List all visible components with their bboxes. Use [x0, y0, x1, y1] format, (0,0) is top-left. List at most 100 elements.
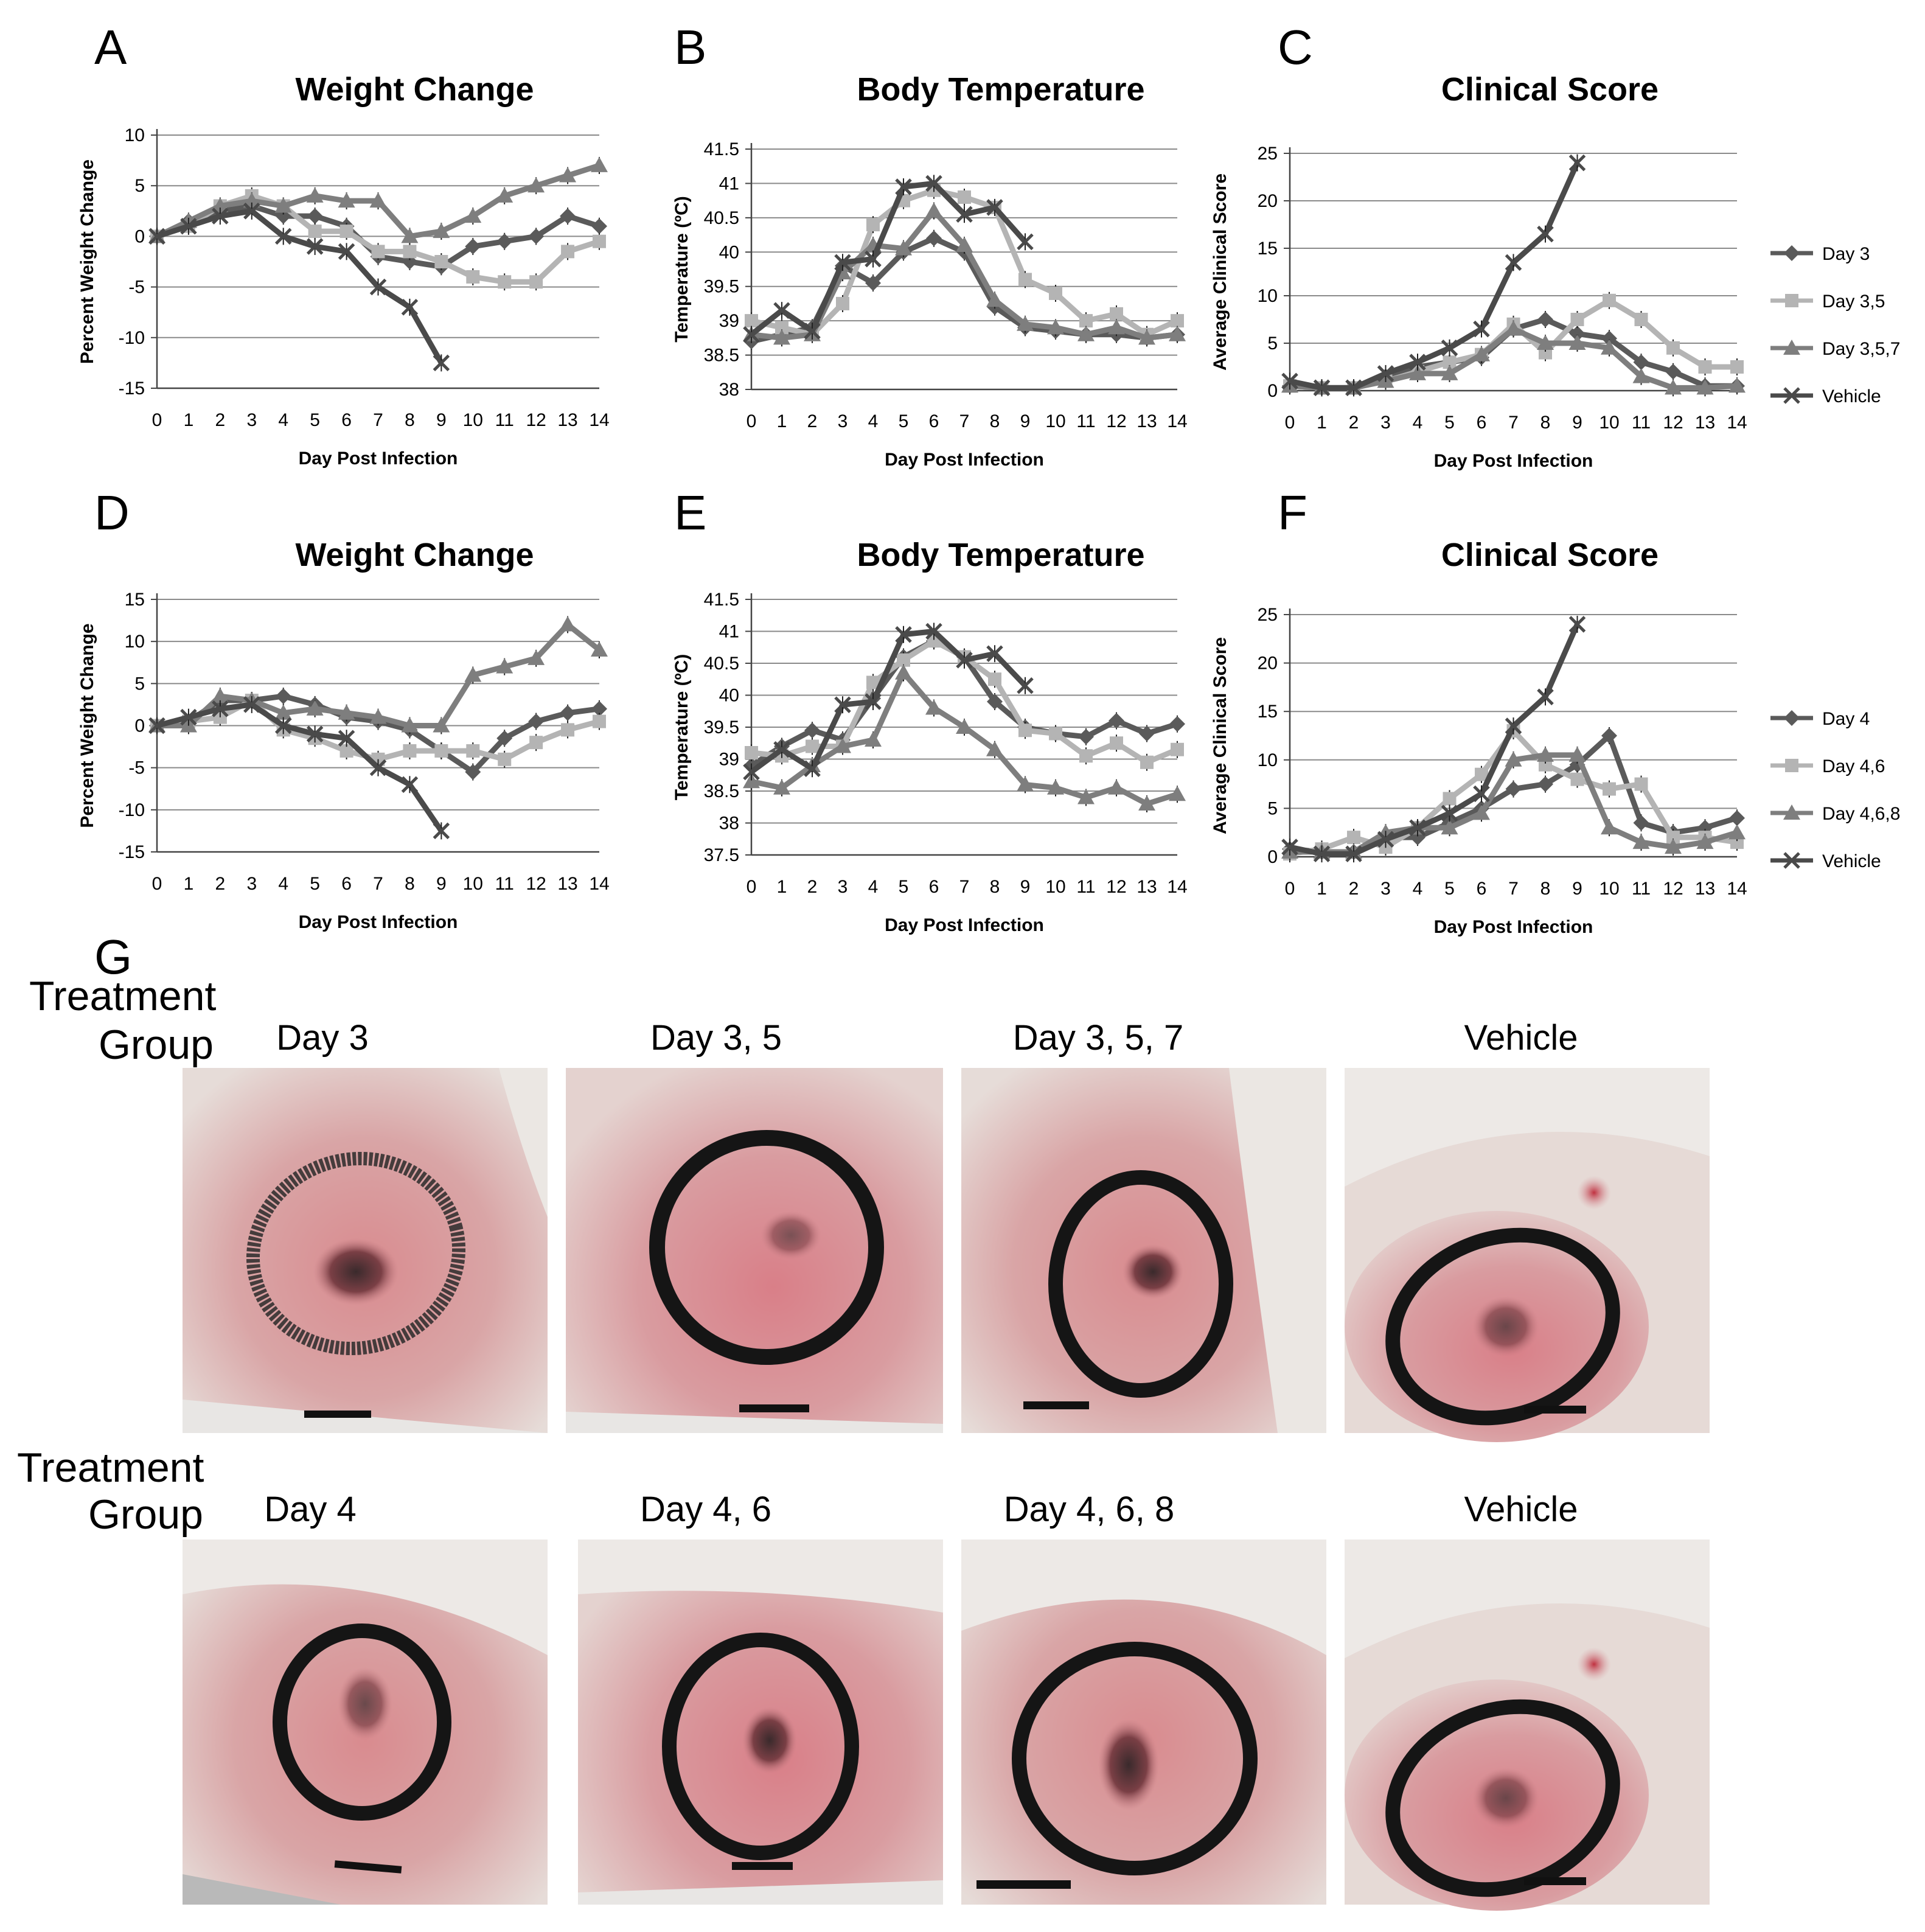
data-point	[773, 779, 790, 795]
data-point	[1665, 379, 1682, 395]
data-point	[1569, 326, 1586, 342]
y-tick-label: 38	[719, 814, 739, 834]
x-tick-label: 1	[777, 877, 787, 897]
data-point	[743, 763, 760, 781]
data-point	[433, 717, 450, 733]
x-tick-label: 7	[959, 411, 970, 431]
data-point	[1505, 717, 1522, 734]
data-point	[243, 696, 260, 713]
data-point	[1728, 377, 1746, 393]
data-point	[401, 776, 419, 793]
x-tick-label: 3	[838, 877, 848, 897]
x-tick-label: 14	[589, 410, 609, 430]
data-point	[369, 278, 387, 296]
series-vehicle	[148, 202, 450, 372]
x-tick-label: 7	[373, 410, 383, 430]
data-point	[403, 245, 417, 259]
y-tick-label: 41.5	[704, 590, 739, 610]
data-point	[1049, 727, 1062, 741]
data-point	[338, 730, 355, 747]
data-point	[804, 323, 821, 340]
row2-label-3: Day 4, 6, 8	[1004, 1490, 1174, 1529]
data-point	[1633, 354, 1649, 371]
y-tick-label: 40	[719, 242, 739, 262]
data-point	[464, 207, 482, 223]
y-tick-label: 39	[719, 311, 739, 331]
data-point	[1077, 326, 1095, 341]
chart-title: Body Temperature	[857, 537, 1144, 573]
y-tick-label: 38.5	[704, 346, 739, 366]
data-point	[1537, 776, 1553, 792]
legend-marker	[1784, 245, 1800, 261]
photo-day3-5-7	[961, 1068, 1326, 1433]
x-tick-label: 8	[990, 411, 1000, 431]
y-tick-label: 38	[719, 380, 739, 400]
x-tick-label: 8	[1540, 413, 1551, 433]
data-point	[212, 207, 229, 225]
data-point	[338, 704, 355, 720]
data-point	[988, 672, 1001, 686]
data-point	[1078, 728, 1094, 745]
x-tick-label: 3	[1380, 413, 1391, 433]
data-point	[527, 649, 545, 665]
data-point	[528, 228, 545, 245]
data-point	[836, 296, 849, 310]
data-point	[804, 760, 821, 778]
photo-vehicle-row1	[1345, 1068, 1710, 1442]
x-tick-label: 8	[405, 410, 415, 430]
data-point	[1441, 819, 1458, 835]
x-tick-label: 10	[463, 874, 483, 894]
data-point	[1601, 330, 1617, 347]
x-tick-label: 0	[747, 411, 757, 431]
x-tick-label: 10	[1045, 411, 1065, 431]
legend-label: Day 4	[1822, 709, 1870, 729]
photo-vehicle-row2	[1345, 1540, 1710, 1911]
data-point	[1169, 716, 1185, 732]
data-point	[466, 744, 480, 758]
data-point	[1281, 372, 1298, 390]
y-tick-label: 0	[1267, 381, 1278, 401]
data-point	[148, 717, 165, 734]
data-point	[1505, 751, 1522, 767]
data-point	[1603, 782, 1616, 796]
panel-letter: B	[674, 20, 706, 74]
data-point	[1665, 363, 1681, 380]
panel-letter: C	[1278, 20, 1313, 74]
y-tick-label: 25	[1258, 144, 1278, 164]
data-point	[1345, 379, 1362, 397]
chart-title: Weight Change	[295, 71, 534, 108]
series-line	[750, 629, 1028, 775]
y-tick-label: 10	[125, 125, 145, 145]
y-tick-label: 0	[1267, 847, 1278, 867]
data-point	[1666, 341, 1680, 355]
x-tick-label: 4	[868, 411, 879, 431]
y-tick-label: 20	[1258, 654, 1278, 674]
series-day-4-6-8	[743, 664, 1186, 812]
data-point	[1079, 749, 1093, 763]
x-tick-label: 9	[1020, 877, 1031, 897]
data-point	[434, 744, 448, 758]
data-point	[1140, 755, 1154, 769]
data-point	[1666, 831, 1680, 845]
data-point	[593, 234, 606, 248]
x-tick-label: 4	[868, 877, 879, 897]
x-tick-label: 2	[807, 877, 818, 897]
y-axis-label: Percent Weight Change	[77, 159, 97, 364]
legend-label: Day 4,6	[1822, 756, 1885, 776]
data-point	[925, 202, 942, 218]
y-tick-label: 39.5	[704, 277, 739, 297]
data-point	[1601, 728, 1617, 744]
x-tick-label: 6	[341, 410, 352, 430]
x-tick-label: 11	[495, 874, 514, 894]
data-point	[895, 626, 912, 643]
data-point	[306, 238, 324, 255]
data-point	[401, 299, 419, 316]
data-point	[180, 708, 197, 726]
data-point	[1728, 824, 1746, 840]
row2-label-2: Day 4, 6	[640, 1490, 771, 1529]
data-point	[1347, 831, 1360, 845]
data-point	[1696, 379, 1714, 395]
series-day-3-5-7	[148, 156, 608, 245]
legend: Day 3 Day 3,5 Day 3,5,7 Vehicle	[1770, 244, 1900, 406]
x-tick-label: 5	[899, 877, 909, 897]
